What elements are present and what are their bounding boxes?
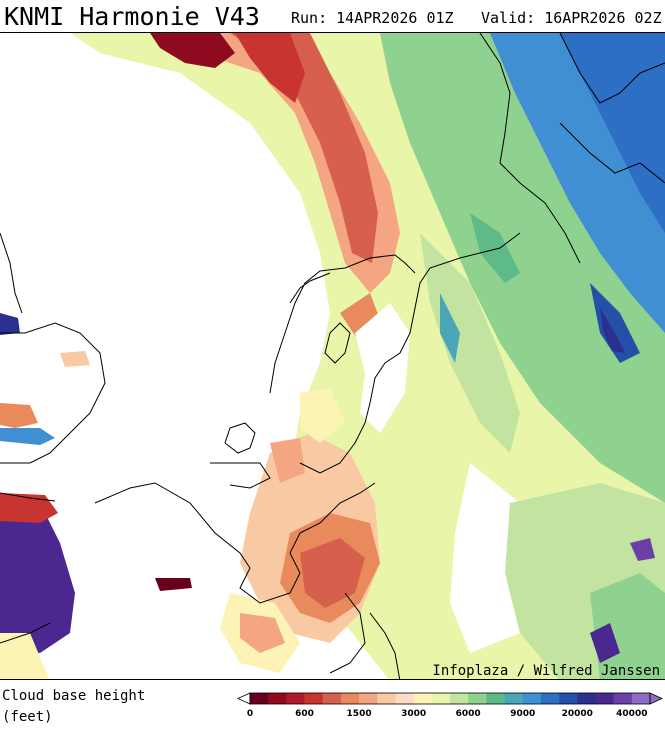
colorbar-swatch [377, 693, 396, 704]
page-title: KNMI Harmonie V43 [4, 2, 260, 31]
colorbar-tick-label: 1500 [347, 709, 372, 719]
legend-title-line2: (feet) [2, 709, 53, 725]
colorbar-swatch [450, 693, 469, 704]
colorbar-tick-label: 3000 [401, 709, 426, 719]
valid-time: Valid: 16APR2026 02Z [481, 9, 662, 27]
colorbar-arrow-left [237, 692, 251, 705]
colorbar-swatch [540, 693, 560, 704]
legend-title-line1: Cloud base height [2, 688, 146, 704]
colorbar-swatch [340, 693, 360, 704]
colorbar-swatch [359, 693, 378, 704]
cloud-field-layer [0, 33, 665, 679]
colorbar-swatch [595, 693, 614, 704]
colorbar-swatch [413, 693, 433, 704]
colorbar-swatch [486, 693, 505, 704]
colorbar-swatch [504, 693, 524, 704]
colorbar-swatch [304, 693, 324, 704]
colorbar-tick-label: 600 [295, 709, 314, 719]
weather-map: Infoplaza / Wilfred Janssen [0, 32, 665, 680]
map-credit: Infoplaza / Wilfred Janssen [432, 663, 660, 679]
colorbar-swatch [522, 693, 542, 704]
colorbar-border [249, 692, 651, 705]
colorbar-tick-label: 0 [247, 709, 253, 719]
legend-title: Cloud base height (feet) [2, 686, 145, 728]
header-bar: KNMI Harmonie V43 Run: 14APR2026 01Z Val… [0, 0, 665, 32]
colorbar-tick-label: 9000 [510, 709, 535, 719]
colorbar-swatch [268, 693, 287, 704]
colorbar-swatch [395, 693, 414, 704]
run-time: Run: 14APR2026 01Z [291, 9, 454, 27]
coastline-layer [0, 33, 665, 679]
colorbar-swatch [286, 693, 305, 704]
colorbar-swatch [559, 693, 578, 704]
colorbar-tick-label: 20000 [562, 709, 593, 719]
colorbar-swatch [431, 693, 451, 704]
colorbar: 0 600 1500 3000 6000 9000 20000 40000 [237, 692, 663, 719]
colorbar-swatches [237, 692, 663, 705]
colorbar-swatch [250, 693, 269, 704]
colorbar-swatch [322, 693, 342, 704]
colorbar-swatch [468, 693, 487, 704]
map-canvas: Infoplaza / Wilfred Janssen [0, 33, 665, 679]
colorbar-tick-label: 6000 [456, 709, 481, 719]
colorbar-swatch [613, 693, 633, 704]
colorbar-arrow-right [649, 692, 663, 705]
colorbar-ticks: 0 600 1500 3000 6000 9000 20000 40000 [247, 709, 648, 719]
colorbar-swatch [631, 693, 651, 704]
colorbar-swatch [577, 693, 596, 704]
colorbar-tick-label: 40000 [616, 709, 647, 719]
